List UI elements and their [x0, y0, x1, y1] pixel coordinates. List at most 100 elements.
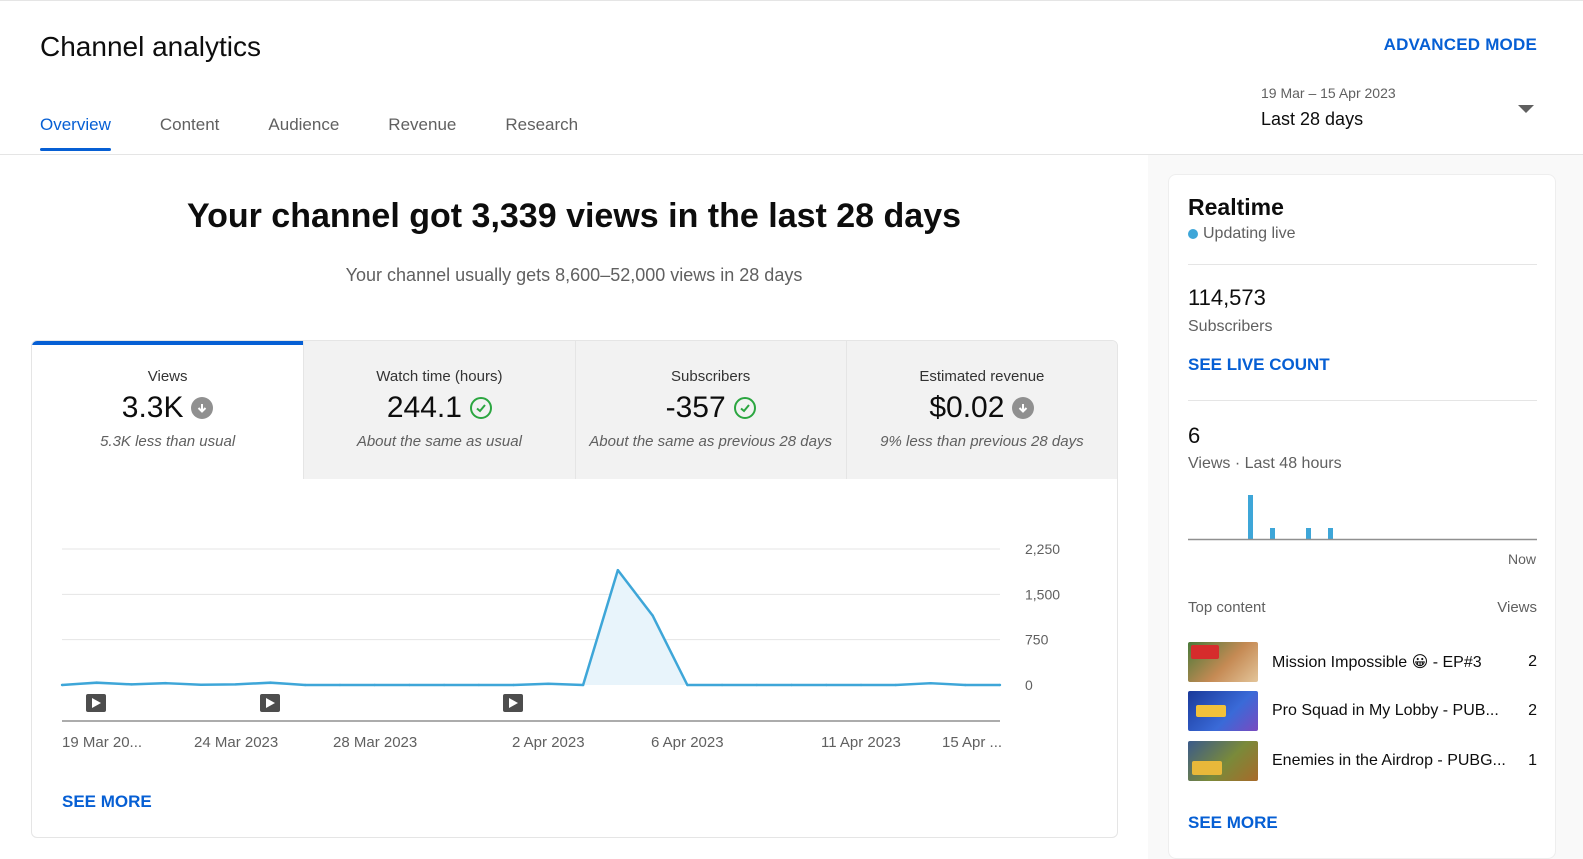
metric-label: Subscribers — [671, 368, 751, 385]
realtime-bar — [1248, 495, 1253, 539]
realtime-bar — [1306, 528, 1311, 539]
subscriber-label: Subscribers — [1188, 318, 1273, 335]
play-icon — [266, 698, 275, 708]
x-tick-label: 2 Apr 2023 — [512, 734, 585, 751]
live-status-label: Updating live — [1203, 225, 1296, 242]
metric-note: 9% less than previous 28 days — [880, 433, 1084, 450]
metric-views[interactable]: Views 3.3K 5.3K less than usual — [32, 341, 304, 479]
data-point — [686, 683, 689, 687]
top-content-item[interactable]: Pro Squad in My Lobby - PUB... 2 — [1188, 691, 1537, 731]
metric-label: Watch time (hours) — [376, 368, 503, 385]
data-point — [199, 683, 203, 686]
data-point — [964, 683, 967, 687]
metric-note: About the same as usual — [356, 433, 522, 450]
x-tick-label: 28 Mar 2023 — [333, 734, 417, 751]
video-thumbnail — [1188, 642, 1258, 682]
metric-value-row: 244.1 — [387, 391, 492, 425]
header: Channel analytics ADVANCED MODE Overview… — [0, 0, 1583, 155]
subheadline: Your channel usually gets 8,600–52,000 v… — [345, 265, 803, 285]
metric-label: Views — [147, 368, 188, 385]
data-point — [998, 683, 1002, 687]
now-label: Now — [1507, 551, 1536, 567]
see-live-count-link[interactable]: SEE LIVE COUNT — [1188, 355, 1330, 374]
metric-value-row: 3.3K — [122, 391, 214, 425]
divider — [1188, 400, 1537, 401]
subscriber-count: 114,573 — [1188, 285, 1266, 310]
period-text: Last 28 days — [1261, 109, 1364, 129]
tab-audience[interactable]: Audience — [268, 115, 340, 134]
data-point — [651, 614, 654, 617]
metric-note: About the same as previous 28 days — [589, 433, 832, 450]
video-thumbnail — [1188, 691, 1258, 731]
area-fill — [62, 570, 1000, 685]
tab-research[interactable]: Research — [505, 115, 579, 134]
metric-value: 3.3K — [121, 391, 184, 424]
divider — [1188, 264, 1537, 265]
see-more-link[interactable]: SEE MORE — [62, 792, 152, 811]
metric-subscribers[interactable]: Subscribers -357 About the same as previ… — [574, 341, 846, 479]
metric-value: -357 — [665, 391, 726, 424]
realtime-panel: Realtime Updating live 114,573 Subscribe… — [1168, 174, 1556, 859]
metric-value: $0.02 — [929, 391, 1005, 424]
metric-note: 5.3K less than usual — [100, 433, 236, 450]
data-point — [338, 683, 342, 687]
play-icon — [509, 698, 518, 708]
video-title: Pro Squad in My Lobby - PUB... — [1272, 702, 1499, 719]
data-point — [616, 568, 620, 572]
check-circle-icon — [469, 397, 492, 419]
realtime-title: Realtime — [1188, 194, 1284, 220]
video-views: 2 — [1528, 653, 1537, 670]
y-tick-label: 750 — [1025, 632, 1049, 648]
data-point — [130, 683, 133, 686]
play-icon — [92, 698, 101, 708]
realtime-bar — [1270, 528, 1275, 539]
data-point — [408, 683, 411, 687]
top-content-item[interactable]: Enemies in the Airdrop - PUBG... 1 — [1188, 741, 1537, 781]
x-tick-label: 15 Apr ... — [942, 734, 1002, 751]
views-column-label: Views — [1497, 599, 1537, 616]
metric-value-row: -357 — [666, 391, 756, 425]
data-point — [790, 683, 793, 687]
y-tick-label: 0 — [1025, 677, 1033, 693]
tab-bar: Overview Content Audience Revenue Resear… — [40, 115, 627, 151]
x-tick-label: 6 Apr 2023 — [651, 734, 724, 751]
realtime-bar — [1328, 528, 1333, 539]
data-point — [165, 681, 168, 685]
x-tick-label: 11 Apr 2023 — [821, 734, 901, 751]
data-point — [720, 683, 724, 687]
metric-tabs: Views 3.3K 5.3K less than usual Watch ti… — [32, 341, 1117, 479]
y-tick-label: 1,500 — [1025, 586, 1060, 602]
see-more-top-content-link[interactable]: SEE MORE — [1188, 813, 1278, 832]
data-point — [442, 683, 446, 687]
date-range-selector[interactable]: 19 Mar – 15 Apr 2023 Last 28 days — [1261, 85, 1541, 130]
x-tick-label: 24 Mar 2023 — [194, 734, 278, 751]
views-chart: 2,250 1,500 750 0 19 Mar 20... 24 Mar 2023 28 … — [60, 541, 1060, 751]
headline: Your channel got 3,339 views in the last… — [186, 197, 962, 235]
tab-overview[interactable]: Overview — [40, 115, 111, 151]
top-content-header: Top content Views — [1188, 599, 1537, 616]
data-point — [234, 683, 237, 686]
data-point — [373, 683, 376, 687]
advanced-mode-button[interactable]: ADVANCED MODE — [1383, 35, 1537, 54]
data-point — [755, 683, 759, 687]
realtime-views-count: 6 — [1188, 423, 1201, 448]
top-content-item[interactable]: Mission Impossible 😀 - EP#3 2 — [1188, 642, 1537, 682]
data-point — [581, 683, 585, 687]
live-status: Updating live — [1188, 225, 1296, 243]
data-point — [60, 683, 64, 687]
tab-revenue[interactable]: Revenue — [388, 115, 457, 134]
metric-watch-time[interactable]: Watch time (hours) 244.1 About the same … — [303, 341, 575, 479]
page-title: Channel analytics — [40, 31, 262, 62]
tab-content[interactable]: Content — [159, 115, 220, 134]
dropdown-caret-icon — [1518, 105, 1534, 113]
arrow-down-icon — [1012, 397, 1035, 419]
metric-value-row: $0.02 — [929, 391, 1035, 425]
data-point — [859, 683, 863, 687]
data-point — [929, 681, 932, 685]
data-point — [95, 681, 98, 684]
top-content-label: Top content — [1188, 599, 1266, 616]
video-views: 1 — [1528, 752, 1537, 769]
metric-revenue[interactable]: Estimated revenue $0.02 9% less than pre… — [845, 341, 1117, 479]
live-dot-icon — [1188, 229, 1198, 239]
data-point — [303, 683, 307, 687]
